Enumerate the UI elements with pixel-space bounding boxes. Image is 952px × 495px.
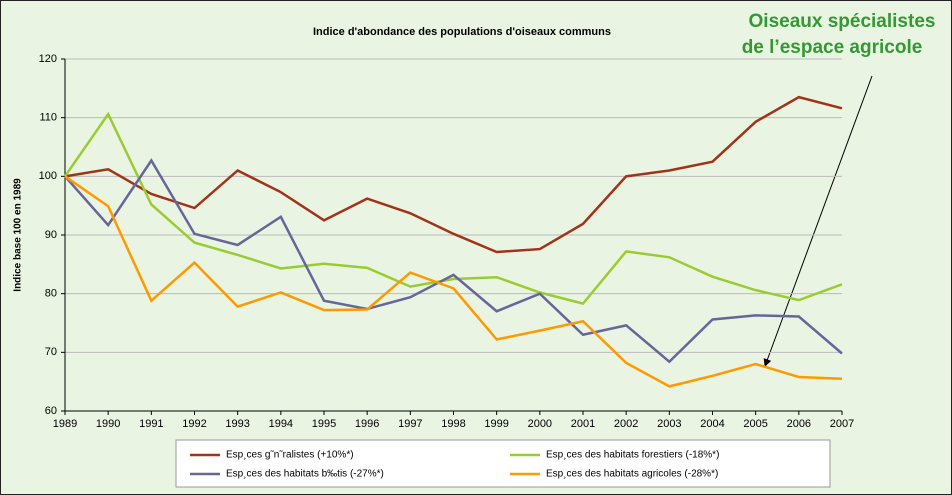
legend-label: Esp¸ces des habitats agricoles (-28%*) — [546, 469, 718, 480]
x-tick-label: 2001 — [571, 418, 595, 430]
y-tick-label: 60 — [45, 405, 57, 417]
annotation: Oiseaux spécialistes — [749, 11, 936, 32]
legend-label: Esp¸ces g˜n˜ralistes (+10%*) — [226, 450, 354, 461]
series-line — [64, 95, 843, 254]
x-tick-label: 2006 — [787, 418, 811, 430]
series-line — [64, 175, 843, 388]
x-tick-label: 2005 — [743, 418, 767, 430]
annotation-arrow — [763, 75, 873, 367]
x-tick-label: 2000 — [528, 418, 552, 430]
chart-title: Indice d'abondance des populations d'ois… — [313, 26, 611, 38]
y-tick-label: 110 — [39, 112, 57, 124]
x-tick-label: 2002 — [614, 418, 638, 430]
series-line — [63, 111, 843, 306]
x-tick-label: 2003 — [657, 418, 681, 430]
x-tick-label: 1991 — [139, 418, 163, 430]
legend-label: Esp¸ces des habitats forestiers (-18%*) — [546, 450, 719, 461]
y-tick-label: 90 — [45, 229, 57, 241]
y-tick-label: 80 — [45, 288, 57, 300]
x-tick-label: 1990 — [96, 418, 120, 430]
y-tick-label: 100 — [39, 170, 57, 182]
x-tick-label: 1993 — [225, 418, 249, 430]
series-line — [64, 158, 843, 364]
legend — [175, 439, 831, 488]
x-tick-label: 1994 — [269, 418, 293, 430]
x-tick-label: 1992 — [182, 418, 206, 430]
x-tick-label: 1995 — [312, 418, 336, 430]
y-tick-label: 120 — [39, 53, 57, 65]
y-tick-label: 70 — [45, 346, 57, 358]
x-tick-label: 1998 — [441, 418, 465, 430]
annotation: de l’espace agricole — [742, 37, 923, 58]
x-tick-label: 1996 — [355, 418, 379, 430]
x-tick-label: 1989 — [53, 418, 77, 430]
legend-label: Esp¸ces des habitats b‰tis (-27%*) — [226, 469, 384, 480]
x-tick-label: 2007 — [830, 418, 854, 430]
x-tick-label: 1999 — [484, 418, 508, 430]
x-tick-label: 2004 — [700, 418, 724, 430]
y-axis-label: Indice base 100 en 1989 — [13, 178, 24, 292]
x-tick-label: 1997 — [398, 418, 422, 430]
